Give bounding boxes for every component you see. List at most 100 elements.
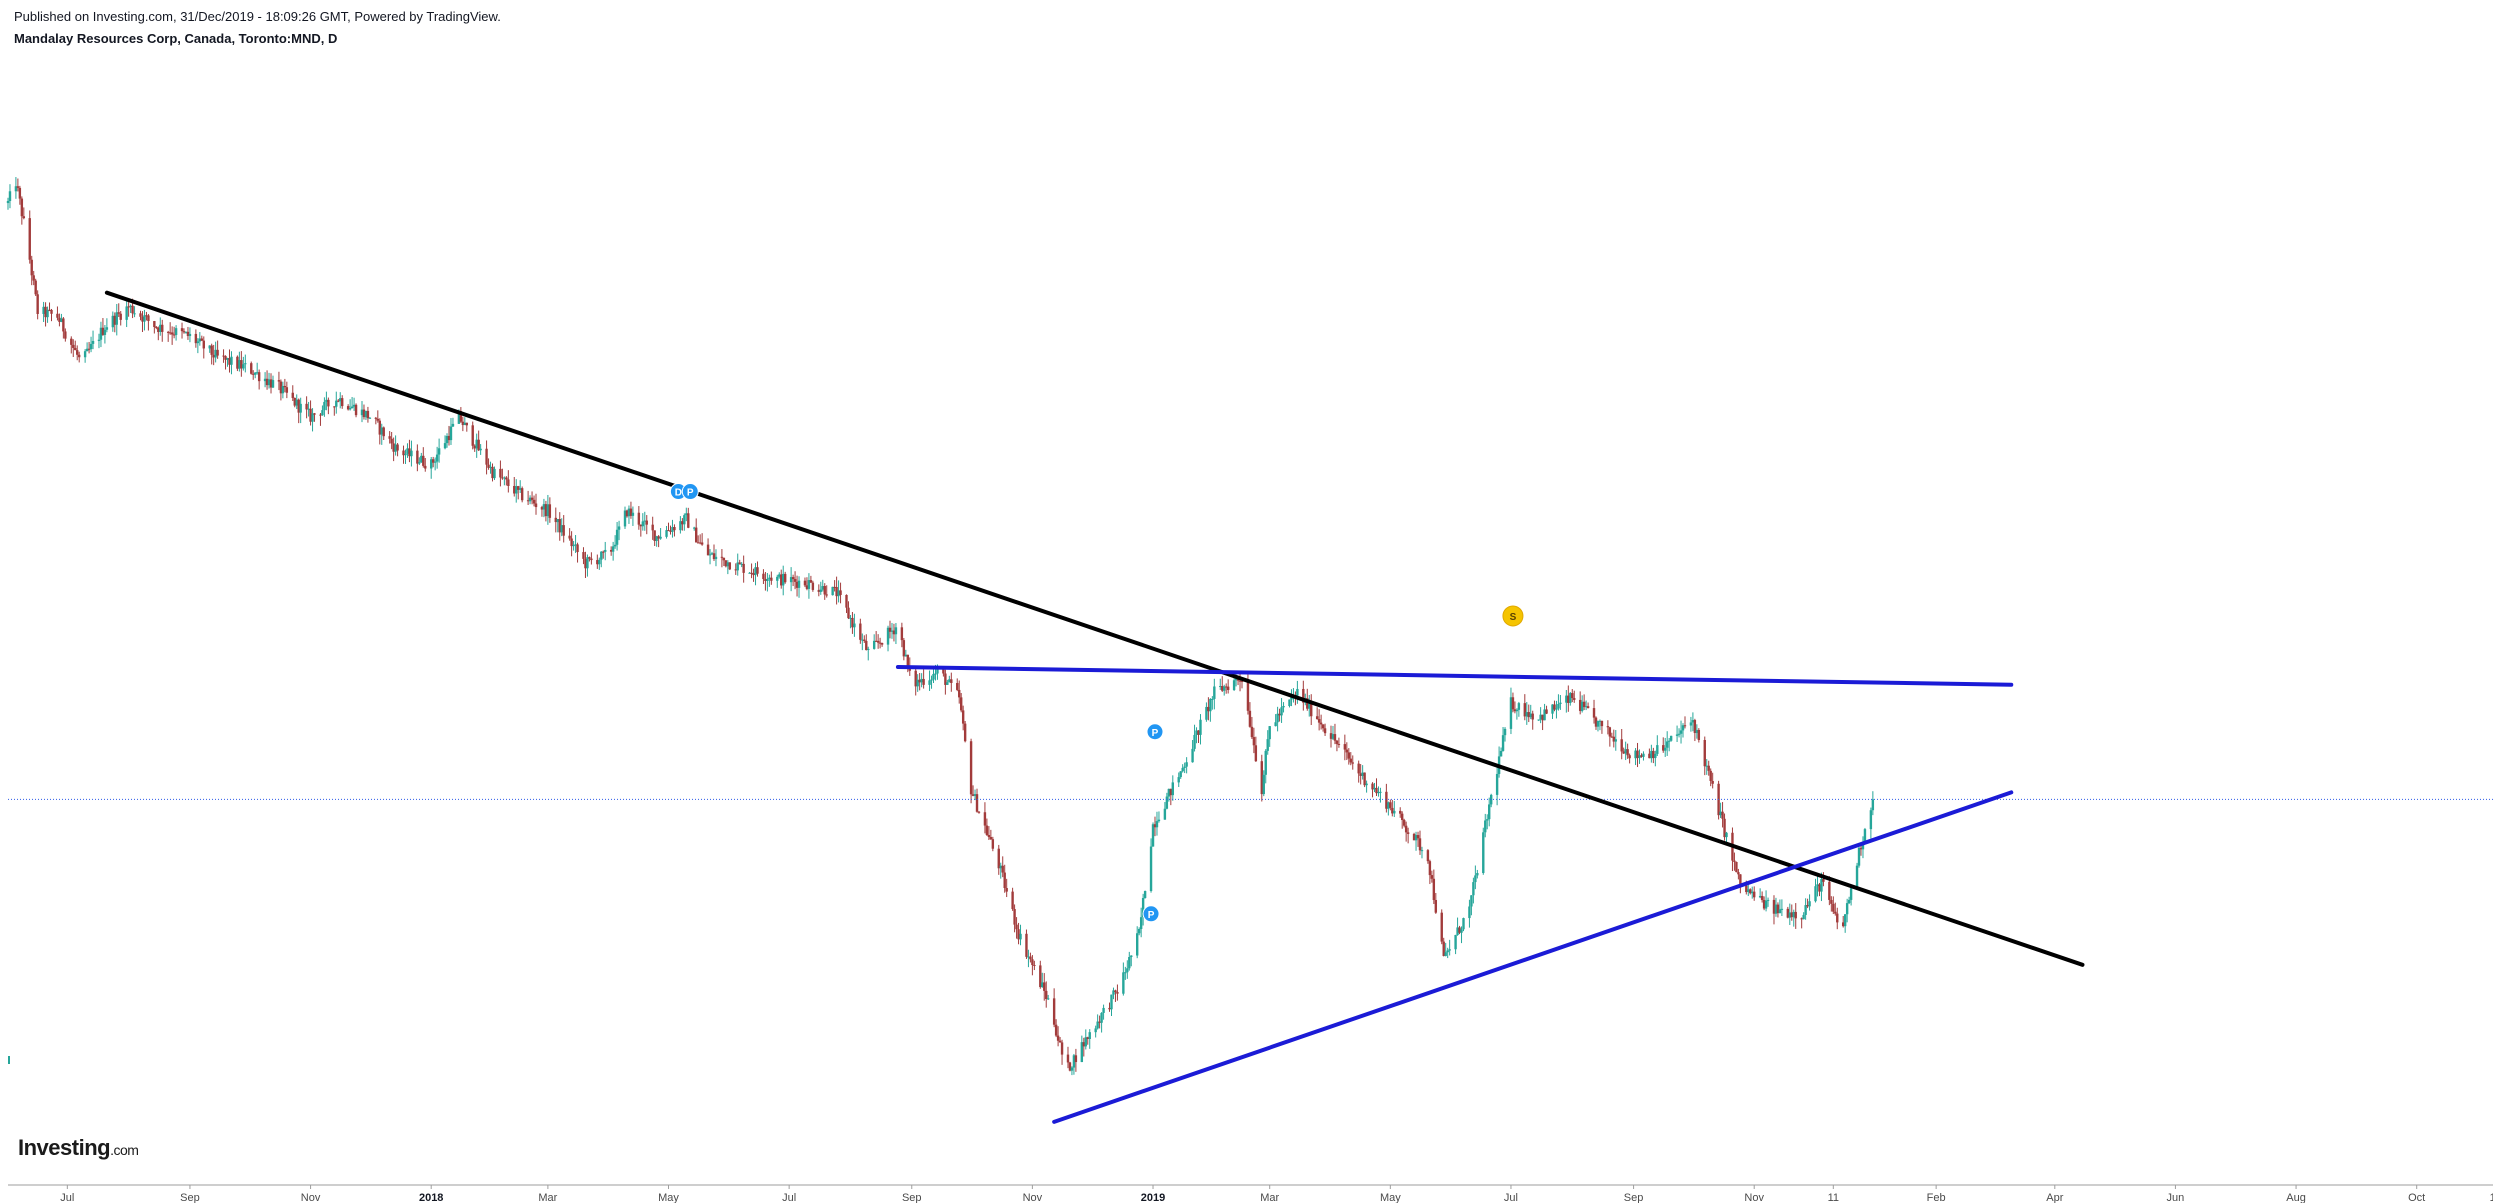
candle-body xyxy=(58,317,61,322)
candle xyxy=(111,311,115,332)
candle xyxy=(133,306,136,318)
candle-body xyxy=(906,654,909,667)
candle-body xyxy=(683,515,686,525)
candle-body xyxy=(1517,703,1521,710)
candle-body xyxy=(230,356,233,365)
candle-body xyxy=(948,679,951,683)
candle xyxy=(491,463,494,482)
candle-body xyxy=(736,562,739,571)
candle-body xyxy=(133,313,136,315)
candle-body xyxy=(1537,719,1540,721)
candle xyxy=(155,325,158,330)
candle-body xyxy=(1859,847,1863,850)
candle xyxy=(845,594,848,614)
candle xyxy=(1045,981,1048,1008)
candle xyxy=(1501,726,1505,752)
candle-body xyxy=(667,530,670,532)
candle-body xyxy=(1060,1042,1064,1055)
candle-body xyxy=(916,679,919,687)
candle xyxy=(1565,690,1568,713)
candle xyxy=(1697,728,1701,743)
candle xyxy=(876,634,880,649)
candle xyxy=(1250,716,1254,739)
event-marker: P xyxy=(1142,905,1160,923)
candle xyxy=(1488,797,1491,827)
candle-body xyxy=(333,406,336,408)
candle xyxy=(534,493,538,515)
candle xyxy=(1555,700,1558,719)
candle xyxy=(117,303,120,317)
candle xyxy=(1276,706,1279,732)
candle-body xyxy=(36,294,39,314)
candle xyxy=(1393,800,1396,818)
candle xyxy=(1486,814,1489,830)
candle-body xyxy=(420,455,423,463)
candle-body xyxy=(1794,911,1797,919)
candle-body xyxy=(807,580,811,589)
candle-body xyxy=(222,355,225,357)
symbol-title: Mandalay Resources Corp, Canada, Toronto… xyxy=(14,31,338,46)
candle xyxy=(91,330,95,350)
candle-body xyxy=(216,349,219,356)
candle-body xyxy=(560,525,563,533)
candle-body xyxy=(1056,1035,1060,1041)
candle xyxy=(1137,927,1141,936)
candle-body xyxy=(392,443,395,452)
time-tick-label: Nov xyxy=(1744,1192,1764,1203)
candle xyxy=(1444,942,1447,957)
candle-body xyxy=(437,448,441,455)
candle xyxy=(914,667,917,696)
candle-body xyxy=(1377,792,1380,794)
candle-body xyxy=(853,623,856,628)
candle xyxy=(520,486,524,503)
candle-body xyxy=(505,477,508,480)
candle xyxy=(629,501,633,519)
candle-body xyxy=(1296,688,1299,696)
candle-body xyxy=(131,305,134,314)
candle-body xyxy=(129,305,132,307)
candle xyxy=(1578,691,1582,715)
candle xyxy=(113,312,116,333)
candle-body xyxy=(72,344,75,348)
candle-body xyxy=(1031,959,1034,966)
candle xyxy=(1317,709,1321,731)
candle-body xyxy=(1108,1007,1111,1010)
candle-body xyxy=(1749,889,1752,894)
candle-body xyxy=(198,338,202,342)
candle xyxy=(1199,714,1202,745)
candle xyxy=(708,549,712,565)
candle-body xyxy=(366,410,370,419)
candle-body xyxy=(776,576,779,581)
candle-body xyxy=(904,654,908,657)
candle-body xyxy=(768,577,771,579)
candle xyxy=(1404,821,1408,842)
candle-body xyxy=(880,643,884,645)
candle xyxy=(1683,716,1687,729)
candle xyxy=(1861,836,1865,859)
candle-body xyxy=(1005,888,1008,892)
candle-body xyxy=(793,579,797,582)
candle xyxy=(1128,951,1131,971)
candle-body xyxy=(1834,911,1837,914)
candle xyxy=(346,404,350,411)
candle xyxy=(1541,714,1544,731)
candle xyxy=(28,210,31,264)
candle xyxy=(323,397,326,417)
candle-body xyxy=(950,679,953,683)
candle-body xyxy=(766,578,769,581)
candle xyxy=(479,444,482,455)
candle-body xyxy=(1557,703,1560,709)
candle xyxy=(1315,707,1319,720)
candle-body xyxy=(48,309,51,311)
candle-body xyxy=(62,318,65,332)
candle-body xyxy=(127,306,130,308)
candle xyxy=(1223,684,1226,696)
candle xyxy=(528,495,532,505)
candle xyxy=(1361,765,1364,780)
candle xyxy=(928,670,931,691)
candle xyxy=(396,442,399,457)
candle xyxy=(299,397,302,424)
candle-body xyxy=(631,512,635,516)
candle xyxy=(348,399,352,411)
